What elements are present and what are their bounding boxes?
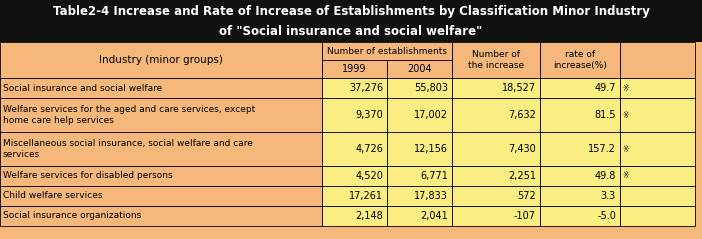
Bar xyxy=(322,78,387,98)
Text: ※: ※ xyxy=(622,145,628,153)
Text: 4,726: 4,726 xyxy=(355,144,383,154)
Text: 3.3: 3.3 xyxy=(601,191,616,201)
Text: 2004: 2004 xyxy=(407,64,432,74)
Text: 157.2: 157.2 xyxy=(588,144,616,154)
Bar xyxy=(387,206,452,226)
Text: 37,276: 37,276 xyxy=(349,83,383,93)
Bar xyxy=(540,98,620,132)
Bar xyxy=(0,42,322,78)
Bar xyxy=(0,166,322,186)
Bar xyxy=(540,186,620,206)
Text: 2,041: 2,041 xyxy=(420,211,448,221)
Bar xyxy=(620,98,695,132)
Bar xyxy=(322,132,387,166)
Text: 572: 572 xyxy=(517,191,536,201)
Text: Number of
the increase: Number of the increase xyxy=(468,50,524,70)
Bar xyxy=(620,166,695,186)
Text: Number of establishments: Number of establishments xyxy=(327,47,447,55)
Text: 7,430: 7,430 xyxy=(508,144,536,154)
Bar xyxy=(620,186,695,206)
Bar xyxy=(322,186,387,206)
Text: 18,527: 18,527 xyxy=(502,83,536,93)
Bar xyxy=(0,132,322,166)
Text: 9,370: 9,370 xyxy=(355,110,383,120)
Bar xyxy=(322,60,387,78)
Text: Social insurance and social welfare: Social insurance and social welfare xyxy=(3,83,162,92)
Text: 49.8: 49.8 xyxy=(595,171,616,181)
Text: Child welfare services: Child welfare services xyxy=(3,191,102,201)
Text: 12,156: 12,156 xyxy=(414,144,448,154)
Text: Miscellaneous social insurance, social welfare and care
services: Miscellaneous social insurance, social w… xyxy=(3,139,253,159)
Text: Table2-4 Increase and Rate of Increase of Establishments by Classification Minor: Table2-4 Increase and Rate of Increase o… xyxy=(53,5,649,18)
Text: 6,771: 6,771 xyxy=(420,171,448,181)
Text: 4,520: 4,520 xyxy=(355,171,383,181)
Bar xyxy=(452,98,540,132)
Bar xyxy=(540,206,620,226)
Bar xyxy=(0,186,322,206)
Text: 2,251: 2,251 xyxy=(508,171,536,181)
Text: 7,632: 7,632 xyxy=(508,110,536,120)
Bar xyxy=(540,166,620,186)
Bar xyxy=(540,78,620,98)
Bar xyxy=(0,0,702,42)
Text: Social insurance organizations: Social insurance organizations xyxy=(3,212,141,221)
Text: Welfare services for disabled persons: Welfare services for disabled persons xyxy=(3,172,173,180)
Text: ※: ※ xyxy=(622,110,628,120)
Bar xyxy=(322,166,387,186)
Text: 17,833: 17,833 xyxy=(414,191,448,201)
Bar xyxy=(0,98,322,132)
Text: ※: ※ xyxy=(622,83,628,92)
Text: 81.5: 81.5 xyxy=(595,110,616,120)
Text: 17,002: 17,002 xyxy=(414,110,448,120)
Text: 49.7: 49.7 xyxy=(595,83,616,93)
Text: 17,261: 17,261 xyxy=(349,191,383,201)
Bar xyxy=(620,42,695,78)
Text: rate of
increase(%): rate of increase(%) xyxy=(553,50,607,70)
Bar xyxy=(452,78,540,98)
Bar xyxy=(387,78,452,98)
Text: of "Social insurance and social welfare": of "Social insurance and social welfare" xyxy=(219,25,483,38)
Text: Industry (minor groups): Industry (minor groups) xyxy=(99,55,223,65)
Bar xyxy=(322,42,452,60)
Text: -107: -107 xyxy=(514,211,536,221)
Bar xyxy=(452,206,540,226)
Bar xyxy=(452,186,540,206)
Bar xyxy=(387,60,452,78)
Text: -5.0: -5.0 xyxy=(597,211,616,221)
Bar xyxy=(540,132,620,166)
Bar xyxy=(620,78,695,98)
Bar xyxy=(620,132,695,166)
Bar xyxy=(620,206,695,226)
Bar xyxy=(0,78,322,98)
Bar xyxy=(540,42,620,78)
Text: 2,148: 2,148 xyxy=(355,211,383,221)
Text: 55,803: 55,803 xyxy=(414,83,448,93)
Bar xyxy=(322,206,387,226)
Bar xyxy=(452,132,540,166)
Bar xyxy=(452,42,540,78)
Bar xyxy=(452,166,540,186)
Bar xyxy=(387,132,452,166)
Text: Welfare services for the aged and care services, except
home care help services: Welfare services for the aged and care s… xyxy=(3,105,256,125)
Bar xyxy=(322,98,387,132)
Bar xyxy=(387,98,452,132)
Bar xyxy=(387,186,452,206)
Bar xyxy=(387,166,452,186)
Text: 1999: 1999 xyxy=(343,64,366,74)
Bar xyxy=(0,206,322,226)
Text: ※: ※ xyxy=(622,172,628,180)
